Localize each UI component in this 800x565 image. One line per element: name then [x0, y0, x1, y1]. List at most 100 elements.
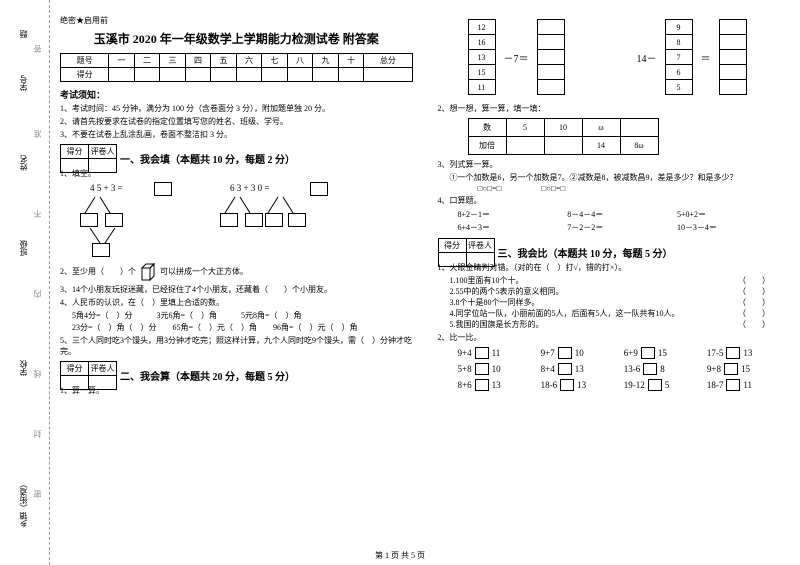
- bind-lbl: 乡镇（街道）: [18, 480, 29, 528]
- th: 六: [236, 54, 262, 68]
- bind-mid: 答: [32, 45, 43, 53]
- cell: 16: [468, 34, 496, 50]
- j3: 3.8个十是80个一同样多。（ ）: [450, 297, 791, 308]
- q3: 3、14个小朋友玩捉迷藏，已经捉住了4个小朋友，还藏着（ ）个小朋友。: [60, 284, 413, 295]
- cmp-item: 6+915: [624, 347, 707, 359]
- bind-mid: 密: [32, 490, 43, 498]
- oral-item: 8－4－4＝: [567, 209, 677, 220]
- compare-grid: 9+411 9+710 6+915 17-513 5+810 8+413 13-…: [458, 345, 791, 393]
- ms-b: 评卷人: [89, 145, 117, 159]
- oral-list: 8+2－1＝ 8－4－4＝ 5+0+2＝ 6+4－3＝ 7－2－2＝ 10－3－…: [458, 208, 791, 234]
- op3: ＝: [697, 50, 715, 65]
- page-title: 玉溪市 2020 年一年级数学上学期能力检测试卷 附答案: [60, 30, 413, 47]
- r3: 3、列式算一算。: [438, 159, 791, 170]
- cube-icon: [138, 262, 158, 282]
- part3-title: 三、我会比（本题共 10 分，每题 5 分）: [498, 245, 791, 260]
- j4: 4.同学位站一队，小丽前面的5人，后面有5人，这一队共有10人。（ ）: [450, 308, 791, 319]
- r1: 1、算一算。: [60, 385, 413, 396]
- oral-item: 8+2－1＝: [458, 209, 568, 220]
- th: 九: [313, 54, 339, 68]
- j5: 5.我国的国旗是长方形的。（ ）: [450, 319, 791, 330]
- ms-b: 评卷人: [89, 362, 117, 376]
- cmp-item: 18-613: [541, 379, 624, 391]
- j2: 2.55中的两个5表示的意义相同。（ ）: [450, 286, 791, 297]
- th: 题号: [61, 54, 109, 68]
- ms-a: 得分: [61, 145, 89, 159]
- bind-mid: 准: [32, 130, 43, 138]
- th: 八: [287, 54, 313, 68]
- tree-1: 4 5 + 3 =: [80, 183, 190, 258]
- td: ω: [582, 119, 620, 137]
- double-table: 数 5 10 ω 加倍 14 8ω: [468, 118, 659, 155]
- q2a: 2、至少用（ ）个: [60, 267, 136, 276]
- cmp-item: 19-125: [624, 379, 707, 391]
- page-footer: 第 1 页 共 5 页: [0, 550, 800, 561]
- q1: 1、填空。: [60, 168, 413, 179]
- notice-list: 1、考试时间：45 分钟，满分为 100 分（含卷面分 3 分），附加题单独 2…: [60, 103, 413, 140]
- th: 二: [134, 54, 160, 68]
- oral-item: 5+0+2＝: [677, 209, 787, 220]
- ms-a: 得分: [61, 362, 89, 376]
- cmp-item: 13-68: [624, 363, 707, 375]
- binding-margin: 题 学号 姓名 班级 学校 乡镇（街道） 答 准 不 内 线 封 密: [0, 0, 50, 565]
- th: 加倍: [468, 137, 506, 155]
- th: 四: [185, 54, 211, 68]
- vcol-1: 12 16 13 15 11: [468, 19, 496, 95]
- r4: 4、口算题。: [438, 195, 791, 206]
- cmp-item: 17-513: [707, 347, 790, 359]
- ms-b: 评卷人: [466, 239, 494, 253]
- bind-lbl: 班级: [18, 240, 29, 256]
- cell: 15: [468, 64, 496, 80]
- cmp-item: 18-711: [707, 379, 790, 391]
- bind-mid: 不: [32, 210, 43, 218]
- cmp-item: 5+810: [458, 363, 541, 375]
- oral-item: 7－2－2＝: [567, 222, 677, 233]
- th: 五: [211, 54, 237, 68]
- cell: 13: [468, 49, 496, 65]
- cell: 8: [665, 34, 693, 50]
- r3a: ①一个加数是6，另一个加数是7。②减数是8，被减数昌9，差是多少？和是多少？: [450, 172, 791, 183]
- seal-text: 绝密★启用前: [60, 15, 413, 26]
- op1: －7＝: [500, 50, 533, 65]
- td: 14: [582, 137, 620, 155]
- q4: 4、人民币的认识，在（ ）里填上合适的数。: [60, 297, 413, 308]
- cell: 12: [468, 19, 496, 35]
- cell: 5: [665, 79, 693, 95]
- cmp-item: 8+413: [541, 363, 624, 375]
- cell: 7: [665, 49, 693, 65]
- th: 三: [160, 54, 186, 68]
- notice-item: 2、请首先按要求在试卷的指定位置填写您的姓名、班级、学号。: [60, 116, 413, 127]
- page-main: 绝密★启用前 玉溪市 2020 年一年级数学上学期能力检测试卷 附答案 题号 一…: [50, 0, 800, 565]
- q5: 5、三个人同时吃3个馒头，用3分钟才吃完；照这样计算，九个人同时吃9个馒头，需（…: [60, 335, 413, 357]
- td: 得分: [61, 68, 109, 82]
- oral-item: 6+4－3＝: [458, 222, 568, 233]
- th: 七: [262, 54, 288, 68]
- vcol-2: 9 8 7 6 5: [665, 19, 693, 95]
- cell: 9: [665, 19, 693, 35]
- vcol-r1: [537, 19, 565, 95]
- th: 十: [338, 54, 364, 68]
- eq-row: □○□=□ □○□=□: [478, 184, 791, 193]
- vertical-calc: 12 16 13 15 11 －7＝ 14－ 9 8 7 6 5 ＝: [468, 19, 791, 95]
- bind-lbl: 学号: [18, 75, 29, 91]
- th: 数: [468, 119, 506, 137]
- td: 8ω: [620, 137, 658, 155]
- notice-item: 3、不要在试卷上乱涂乱画，卷面不整洁扣 3 分。: [60, 129, 413, 140]
- ms-a: 得分: [438, 239, 466, 253]
- right-column: 12 16 13 15 11 －7＝ 14－ 9 8 7 6 5 ＝: [438, 15, 791, 560]
- bind-lbl: 学校: [18, 360, 29, 376]
- eq2: □○□=□: [541, 184, 565, 193]
- bind-mid: 封: [32, 430, 43, 438]
- s2: 2、比一比。: [438, 332, 791, 343]
- q4a: 5角4分=（ ）分 3元6角=（ ）角 5元8角=（ ）角: [72, 310, 413, 321]
- bind-lbl: 姓名: [18, 155, 29, 171]
- tree-2: 6 3 + 3 0 =: [220, 183, 330, 258]
- part2-title: 二、我会算（本题共 20 分，每题 5 分）: [120, 368, 413, 383]
- q2b: 可以拼成一个大正方体。: [160, 267, 248, 276]
- cmp-item: 9+710: [541, 347, 624, 359]
- td: 10: [544, 119, 582, 137]
- cell: 6: [665, 64, 693, 80]
- op2: 14－: [633, 50, 661, 65]
- th: 一: [109, 54, 135, 68]
- cell: 11: [468, 79, 496, 95]
